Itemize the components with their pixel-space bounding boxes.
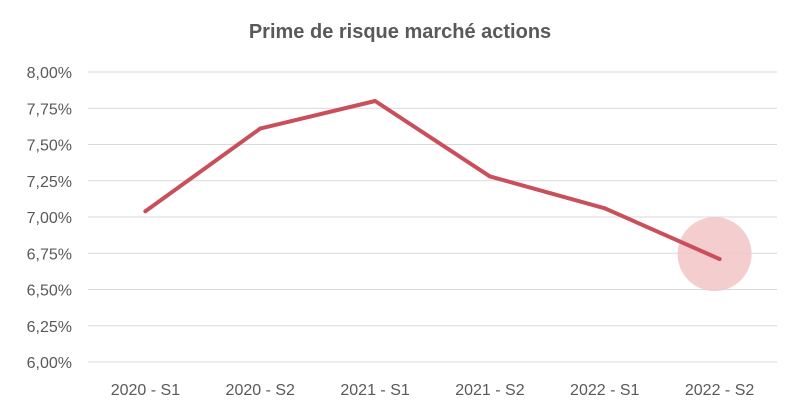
y-tick-label: 7,00%	[27, 210, 72, 227]
x-tick-label: 2020 - S1	[111, 382, 180, 399]
data-point	[602, 206, 607, 211]
series-line	[143, 99, 722, 262]
gridlines	[88, 71, 777, 363]
x-tick-label: 2021 - S1	[340, 382, 409, 399]
y-tick-label: 6,00%	[27, 355, 72, 372]
x-axis-tick-labels: 2020 - S1 2020 - S2 2021 - S1 2021 - S2 2022…	[111, 382, 755, 399]
data-point	[143, 209, 148, 214]
series-layer	[143, 99, 722, 262]
data-point	[487, 174, 492, 179]
y-tick-label: 6,75%	[27, 246, 72, 263]
y-tick-label: 7,75%	[27, 101, 72, 118]
x-tick-label: 2021 - S2	[455, 382, 524, 399]
chart-title: Prime de risque marché actions	[249, 21, 551, 43]
x-tick-label: 2020 - S2	[226, 382, 295, 399]
data-point	[258, 126, 263, 131]
y-tick-label: 8,00%	[27, 65, 72, 82]
y-tick-label: 7,25%	[27, 174, 72, 191]
y-axis-tick-labels: 6,00% 6,25% 6,50% 6,75% 7,00% 7,25% 7,50% 7,75%…	[27, 65, 72, 372]
data-point	[373, 99, 378, 103]
data-point	[717, 257, 722, 262]
x-tick-label: 2022 - S1	[570, 382, 639, 399]
y-tick-label: 6,50%	[27, 283, 72, 300]
y-tick-label: 7,50%	[27, 138, 72, 155]
x-tick-label: 2022 - S2	[685, 382, 754, 399]
highlight-circle	[677, 217, 752, 292]
highlight-marker-layer	[677, 217, 752, 292]
y-tick-label: 6,25%	[27, 319, 72, 336]
